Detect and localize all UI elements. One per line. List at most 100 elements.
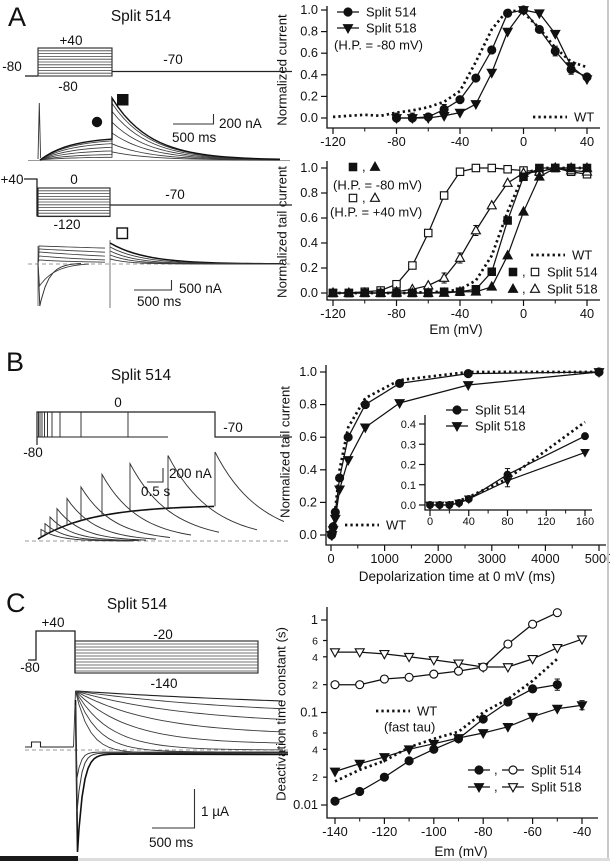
data-marker-circle bbox=[528, 684, 538, 694]
charts-layer: -120 -80 -40 0 400.00.20.40.60.81.0 Split 514… bbox=[293, 2, 610, 859]
y-tick-label: 4 bbox=[312, 652, 318, 664]
x-tick-label: 40 bbox=[580, 134, 594, 149]
data-marker-triangle-down bbox=[406, 114, 418, 124]
tail-spike-trace bbox=[101, 472, 192, 536]
legend-label: (fast tau) bbox=[384, 720, 435, 735]
data-marker-square bbox=[487, 163, 497, 173]
data-marker-square bbox=[503, 164, 512, 174]
legend-item: Split 518 bbox=[337, 21, 417, 36]
data-marker-triangle-down bbox=[473, 783, 485, 793]
trace bbox=[37, 251, 106, 264]
y-tick-label: 2 bbox=[312, 680, 318, 692]
x-tick-label: -140 bbox=[322, 824, 348, 839]
series-line-split-514-slow-tau bbox=[335, 612, 558, 686]
data-marker-circle bbox=[452, 405, 462, 415]
x-tick-label: 4000 bbox=[531, 551, 559, 566]
trace bbox=[39, 101, 281, 161]
data-marker-circle bbox=[330, 796, 340, 806]
legend-separator: , bbox=[522, 281, 526, 296]
proto-b-pulse-label: 0 bbox=[114, 395, 122, 410]
data-marker-triangle-up bbox=[359, 287, 371, 297]
data-marker-triangle-down bbox=[565, 62, 577, 73]
data-marker-triangle-down bbox=[378, 753, 390, 764]
scalebar-b-current-label: 200 nA bbox=[169, 466, 212, 481]
panel-c-title: Split 514 bbox=[106, 596, 168, 613]
x-tick-label: -40 bbox=[451, 306, 470, 321]
data-marker-triangle-down bbox=[533, 9, 545, 20]
legend-item: Split 514 bbox=[337, 5, 417, 20]
proto-b-holding-label: -80 bbox=[23, 445, 43, 460]
data-marker-circle bbox=[471, 73, 481, 83]
bottom-light-strip bbox=[78, 858, 610, 861]
data-marker-square bbox=[455, 167, 465, 177]
y-tick-label: 4 bbox=[312, 744, 318, 756]
x-tick-label: -120 bbox=[372, 824, 398, 839]
y-tick-label: 1.0 bbox=[300, 2, 318, 17]
data-marker-triangle-down bbox=[507, 783, 519, 793]
x-tick-label: 2000 bbox=[424, 551, 452, 566]
scalebar-a2-time-label: 500 ms bbox=[137, 294, 182, 309]
legend-item: , Split 514 bbox=[468, 762, 582, 778]
chart-c: -140 -120 -100 -80 -60 -40 1 6 4 2 0.1 6 4 2 0.01 Em (m… bbox=[293, 607, 598, 859]
trace bbox=[75, 690, 284, 702]
proto-a1-pulse-bottom-label: -80 bbox=[58, 79, 78, 94]
data-marker-triangle-down bbox=[518, 6, 529, 16]
data-marker-circle bbox=[360, 400, 370, 410]
series-line-wt-fast-tau- bbox=[334, 657, 559, 783]
trace bbox=[75, 690, 284, 744]
data-marker-triangle-down bbox=[394, 399, 406, 409]
x-tick-label: 40 bbox=[580, 306, 594, 321]
legend-item: , bbox=[348, 190, 381, 205]
legend-label: (H.P. = -80 mV) bbox=[333, 178, 422, 193]
data-marker-triangle-down bbox=[422, 114, 434, 124]
x-tick-label: 120 bbox=[537, 516, 555, 528]
proto-a1-pulse-top-label: +40 bbox=[60, 33, 83, 48]
scalebar-b bbox=[147, 468, 164, 483]
y-tick-label: 0.2 bbox=[300, 260, 318, 275]
data-marker-square bbox=[348, 162, 358, 172]
legend-label: Split 514 bbox=[475, 403, 526, 418]
data-marker-triangle-up bbox=[470, 224, 482, 235]
voltage-step-box bbox=[74, 640, 259, 674]
proto-a1-holding-label: -80 bbox=[2, 59, 22, 74]
legend-label: Split 514 bbox=[547, 265, 598, 280]
scalebar-a2-current-label: 500 nA bbox=[179, 281, 222, 296]
current-traces-b bbox=[25, 451, 290, 542]
proto-a2-tail-label: -70 bbox=[165, 187, 185, 202]
panel-a-title: Split 514 bbox=[110, 8, 172, 25]
voltage-protocol-a1 bbox=[25, 47, 292, 77]
trace bbox=[75, 690, 284, 710]
axis bbox=[325, 365, 606, 546]
data-marker-triangle-down bbox=[502, 27, 514, 38]
data-marker-triangle-down bbox=[549, 29, 561, 40]
y-tick-label: 0.2 bbox=[300, 88, 318, 103]
data-marker-triangle-up bbox=[518, 205, 529, 216]
scalebar-c-current-label: 1 µA bbox=[201, 804, 229, 819]
tail-spike-trace bbox=[167, 455, 258, 531]
y-tick-label: 0.8 bbox=[300, 24, 318, 39]
data-marker-triangle-down bbox=[391, 114, 402, 124]
data-marker-square bbox=[471, 163, 481, 173]
data-marker-circle bbox=[552, 608, 562, 618]
x-axis-label: Em (mV) bbox=[434, 844, 487, 859]
tail-current-marker bbox=[117, 94, 129, 106]
series-line-split-514-fast-tau bbox=[334, 684, 558, 802]
voltage-protocol-c bbox=[28, 630, 259, 674]
data-marker-circle bbox=[508, 765, 518, 775]
y-tick-label: 0.8 bbox=[300, 185, 318, 200]
tail-current-marker-open bbox=[116, 227, 129, 240]
trace bbox=[36, 411, 292, 445]
data-marker-circle bbox=[474, 765, 484, 775]
y-tick-label: 6 bbox=[312, 636, 318, 648]
legend-label: WT bbox=[572, 248, 592, 263]
data-marker-triangle-down bbox=[434, 501, 445, 511]
data-marker-triangle-up bbox=[454, 285, 466, 296]
data-marker-triangle-down bbox=[486, 68, 498, 79]
data-marker-circle bbox=[478, 714, 488, 724]
data-marker-triangle-down bbox=[354, 759, 366, 770]
legend-item: (H.P. = -80 mV) bbox=[333, 178, 422, 193]
y-tick-label: 6 bbox=[312, 728, 318, 740]
data-marker-triangle-up bbox=[406, 287, 418, 297]
y-tick-label: 0.4 bbox=[300, 67, 318, 82]
